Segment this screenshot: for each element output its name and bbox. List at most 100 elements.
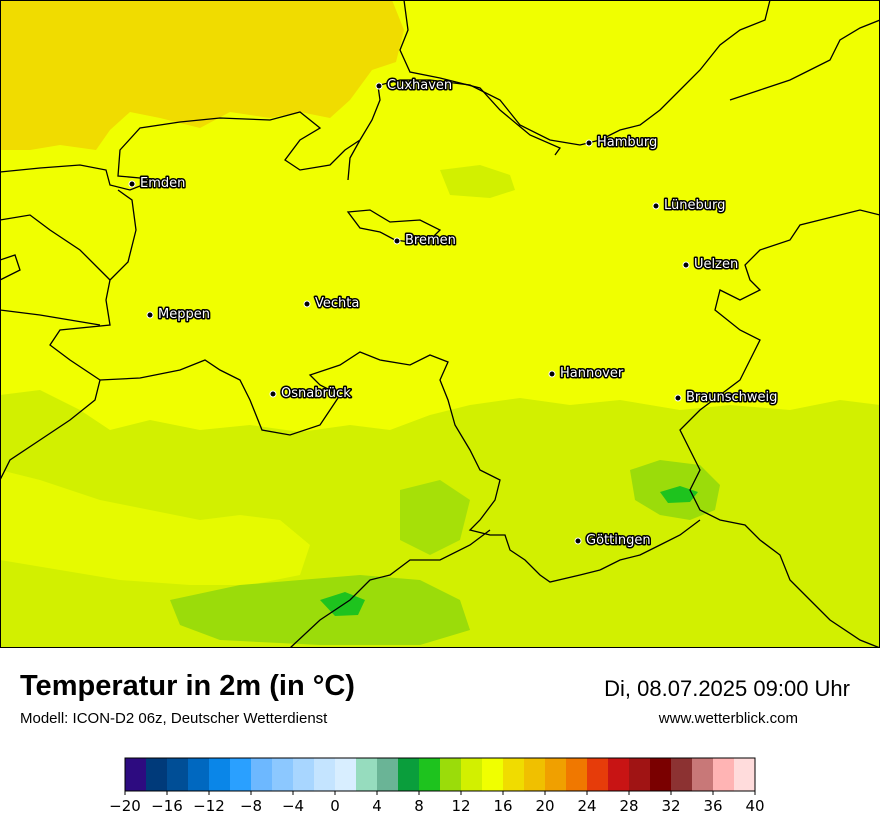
temperature-zone-north-sea [0, 0, 404, 150]
colorbar-frame [124, 757, 756, 792]
colorbar-tick-label: −8 [240, 797, 262, 815]
colorbar-segment [125, 758, 147, 791]
border-south [289, 529, 491, 648]
temperature-patch-south-1 [170, 575, 470, 645]
city-label: Emden [140, 176, 185, 191]
colorbar-tick-label: 8 [414, 797, 424, 815]
city-label: Göttingen [586, 533, 651, 548]
colorbar-segment [692, 758, 714, 791]
colorbar-segment [545, 758, 567, 791]
colorbar-segment [272, 758, 294, 791]
temperature-patch-center [400, 480, 470, 555]
model-info: Modell: ICON-D2 06z, Deutscher Wetterdie… [20, 710, 328, 727]
city-label: Osnabrück [281, 386, 351, 401]
colorbar-segment [566, 758, 588, 791]
colorbar-segment [524, 758, 546, 791]
city-label: Braunschweig [686, 390, 777, 405]
city-hamburg: Hamburg [585, 134, 659, 152]
city-meppen: Meppen [146, 306, 211, 324]
colorbar-tick-label: −16 [151, 797, 183, 815]
colorbar-segments [125, 758, 756, 791]
colorbar-segment [377, 758, 399, 791]
city-label: Cuxhaven [387, 78, 452, 93]
city-label: Vechta [315, 296, 359, 311]
colorbar-segment [587, 758, 609, 791]
colorbar-tick-label: 28 [619, 797, 638, 815]
website-link[interactable]: www.wetterblick.com [658, 710, 798, 727]
colorbar-tick-label: 4 [372, 797, 382, 815]
city-marker [674, 394, 682, 402]
city-marker [269, 390, 277, 398]
colorbar-tick-label: 12 [451, 797, 470, 815]
colorbar-segment [293, 758, 315, 791]
colorbar-segment [671, 758, 693, 791]
city-cuxhaven: Cuxhaven [375, 77, 454, 95]
city-braunschweig: Braunschweig [674, 389, 779, 407]
colorbar-segment [335, 758, 357, 791]
border-east-lower [599, 519, 701, 571]
colorbar-tick-label: 16 [493, 797, 512, 815]
colorbar-segment [356, 758, 378, 791]
border-saxony-anhalt [679, 209, 880, 648]
city-emden: Emden [128, 175, 187, 193]
colorbar-segment [629, 758, 651, 791]
city-marker [585, 139, 593, 147]
colorbar-segment [314, 758, 336, 791]
city-bremen: Bremen [393, 232, 457, 250]
border-netherlands [0, 189, 137, 481]
temperature-zone-south-west [0, 470, 310, 585]
colorbar-segment [188, 758, 210, 791]
city-marker [682, 261, 690, 269]
colorbar-segment [650, 758, 672, 791]
colorbar-segment [482, 758, 504, 791]
border-nrw [0, 309, 601, 583]
colorbar-segment [167, 758, 189, 791]
city-marker [375, 82, 383, 90]
city-label: Meppen [158, 307, 210, 322]
colorbar-segment [251, 758, 273, 791]
city-marker [574, 537, 582, 545]
colorbar-tick-label: 36 [703, 797, 722, 815]
city-osnabrueck: Osnabrück [269, 385, 353, 403]
colorbar-segment [419, 758, 441, 791]
temperature-map: Cuxhaven Hamburg Emden Lüneburg Bremen U… [0, 0, 880, 648]
border-ne [599, 0, 880, 141]
city-label: Hannover [560, 366, 624, 381]
colorbar-tick-label: 24 [577, 797, 596, 815]
city-label: Uelzen [694, 257, 738, 272]
colorbar-tick-label: 40 [745, 797, 764, 815]
colorbar-tick-label: 32 [661, 797, 680, 815]
colorbar-segment [146, 758, 168, 791]
colorbar-tick-label: −20 [109, 797, 141, 815]
forecast-datetime: Di, 08.07.2025 09:00 Uhr [604, 676, 850, 701]
borders [0, 0, 880, 648]
coastline-weser [359, 85, 381, 141]
city-marker [128, 180, 136, 188]
city-hannover: Hannover [548, 365, 625, 383]
city-label: Lüneburg [664, 198, 725, 213]
city-goettingen: Göttingen [574, 532, 652, 550]
colorbar-ticks: −20 −16 −12 −8 −4 0 4 8 12 16 20 24 28 32 36 40 [109, 791, 765, 815]
temperature-patch-hamburg [440, 165, 515, 198]
border-bremen [346, 209, 442, 243]
colorbar-segment [440, 758, 462, 791]
colorbar-segment [713, 758, 735, 791]
coastline-east-frisia [0, 111, 361, 191]
colorbar-segment [209, 758, 231, 791]
border-west-lower [0, 214, 111, 281]
colorbar-segment [398, 758, 420, 791]
city-marker [146, 311, 154, 319]
colorbar-segment [503, 758, 525, 791]
colorbar-tick-label: −4 [282, 797, 304, 815]
city-marker [393, 237, 401, 245]
colorbar-tick-label: 20 [535, 797, 554, 815]
colorbar-legend: −20 −16 −12 −8 −4 0 4 8 12 16 20 24 28 32 36 40 [109, 757, 765, 815]
temperature-spot-south [320, 592, 365, 616]
city-marker [548, 370, 556, 378]
city-marker [652, 202, 660, 210]
colorbar-tick-label: −12 [193, 797, 225, 815]
city-markers: Cuxhaven Hamburg Emden Lüneburg Bremen U… [128, 77, 779, 550]
colorbar-segment [734, 758, 756, 791]
coastline-north [399, 0, 561, 156]
city-vechta: Vechta [303, 295, 361, 313]
